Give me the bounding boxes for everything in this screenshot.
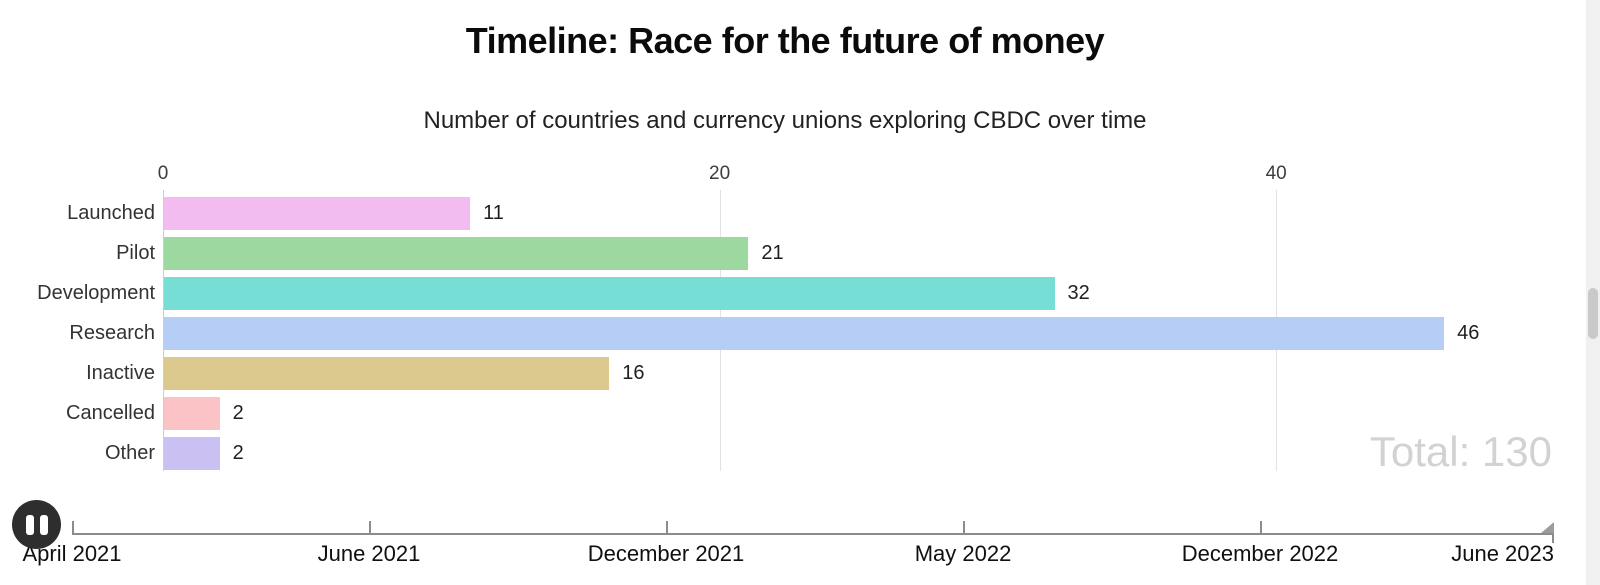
category-label: Cancelled [66,402,155,424]
bar [164,397,220,430]
timeline-tick [369,521,371,533]
timeline-end-tick [1552,534,1554,543]
value-label: 2 [232,402,244,424]
timeline-tick-label: December 2022 [1181,541,1339,566]
category-label: Other [104,442,155,464]
pause-icon [39,514,48,535]
bar [164,237,749,270]
category-label: Inactive [86,362,155,384]
bar [164,277,1055,310]
pause-icon [25,514,34,535]
category-label: Development [37,282,155,304]
bar [164,197,471,230]
scrollbar-thumb[interactable] [1588,288,1598,339]
chart-row: Inactive 16 [0,357,1600,390]
timeline-arrow-icon [1541,522,1554,533]
chart-row: Cancelled 2 [0,397,1600,430]
total-label: Total: 130 [1369,428,1552,475]
category-label: Launched [67,202,155,224]
chart-row: Other 2 [0,437,1600,470]
timeline-track[interactable] [72,533,1554,535]
timeline-tick [666,521,668,533]
chart-row: Research 46 [0,317,1600,350]
value-label: 11 [483,202,504,224]
page-title: Timeline: Race for the future of money [465,20,1105,61]
timeline-tick [963,521,965,533]
value-label: 46 [1457,322,1480,344]
pause-button[interactable] [12,500,61,549]
chart-row: Launched 11 [0,197,1600,230]
x-tick-label: 20 [709,163,731,184]
category-label: Research [69,322,155,344]
timeline-end-label: June 2023 [1451,541,1554,566]
timeline-tick-label: December 2021 [587,541,745,566]
x-tick-label: 0 [157,163,169,184]
bar [164,357,610,390]
x-tick-label: 40 [1265,163,1287,184]
value-label: 2 [232,442,244,464]
timeline-tick [1260,521,1262,533]
value-label: 32 [1067,282,1090,304]
bar [164,317,1445,350]
scrollbar-track[interactable] [1586,0,1600,585]
bar [164,437,220,470]
chart-row: Development 32 [0,277,1600,310]
chart-subtitle: Number of countries and currency unions … [423,107,1147,134]
value-label: 21 [761,242,784,264]
timeline-tick-label: June 2021 [317,541,421,566]
timeline-tick [72,521,74,533]
value-label: 16 [622,362,645,384]
category-label: Pilot [116,242,155,264]
chart-row: Pilot 21 [0,237,1600,270]
timeline-tick-label: May 2022 [914,541,1012,566]
y-axis-line [163,190,164,471]
